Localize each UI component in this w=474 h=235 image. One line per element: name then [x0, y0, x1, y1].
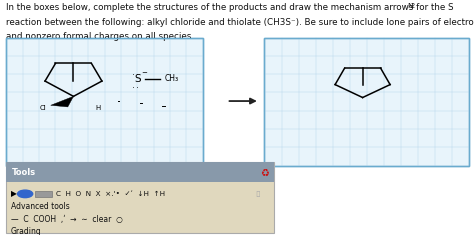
Text: CH₃: CH₃ [165, 74, 179, 83]
Text: S: S [134, 74, 141, 84]
Text: and nonzero formal charges on all species.: and nonzero formal charges on all specie… [6, 32, 194, 41]
Text: Grading: Grading [11, 227, 42, 235]
Text: ♻: ♻ [260, 167, 269, 177]
Bar [264, 38, 469, 166]
Text: :: : [131, 71, 139, 74]
Text: H: H [95, 105, 101, 111]
Text: Tools: Tools [12, 168, 36, 177]
Text: In the boxes below, complete the structures of the products and draw the mechani: In the boxes below, complete the structu… [6, 3, 454, 12]
Text: Advanced tools: Advanced tools [11, 202, 70, 211]
Bar [6, 162, 274, 233]
Text: 2: 2 [410, 3, 415, 9]
Text: N: N [408, 3, 413, 9]
Bar [6, 38, 203, 166]
Circle shape [18, 190, 33, 198]
Text: C  H  O  N  X  ×.'•  ✓ʼ  ↓H  ↑H: C H O N X ×.'• ✓ʼ ↓H ↑H [56, 191, 165, 197]
Bar [35, 191, 52, 197]
Bar [264, 38, 469, 166]
Bar [6, 38, 203, 166]
Text: Cl: Cl [39, 105, 46, 111]
Text: ▶: ▶ [11, 189, 17, 198]
Bar [6, 162, 274, 182]
Text: −: − [141, 70, 147, 76]
Text: ▯: ▯ [255, 189, 260, 198]
Polygon shape [51, 96, 73, 107]
Text: :: : [131, 84, 139, 87]
Text: —  C  COOH  ,ʹ  →  ∼  clear  ○: — C COOH ,ʹ → ∼ clear ○ [11, 215, 123, 224]
Text: reaction between the following: alkyl chloride and thiolate (CH3S⁻). Be sure to : reaction between the following: alkyl ch… [6, 18, 474, 27]
